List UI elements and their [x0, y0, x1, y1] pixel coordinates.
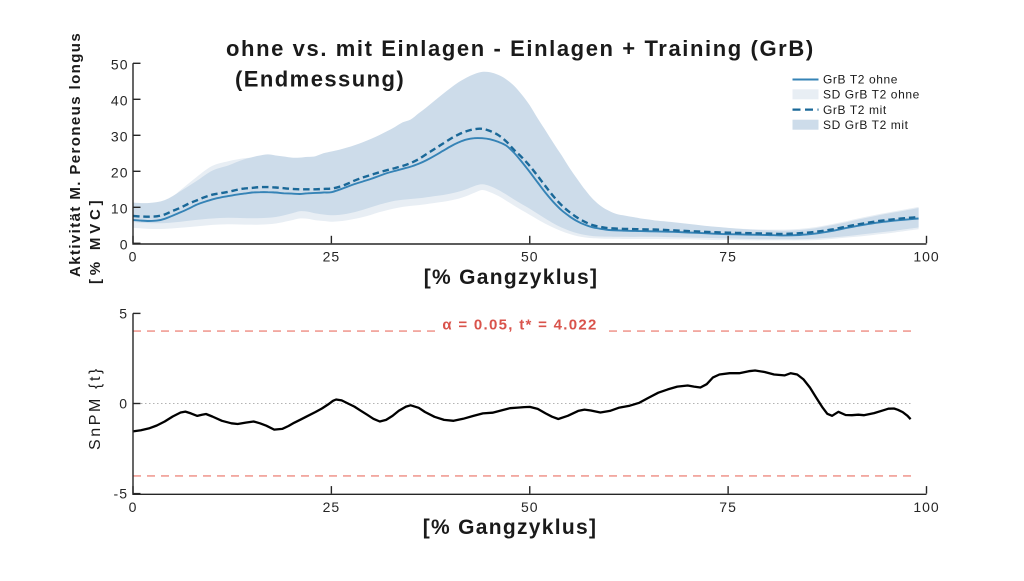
svg-text:SD GrB T2 ohne: SD GrB T2 ohne: [823, 88, 920, 102]
svg-text:25: 25: [323, 499, 341, 515]
svg-text:0: 0: [119, 396, 128, 412]
svg-text:50: 50: [521, 499, 539, 515]
svg-text:0: 0: [129, 249, 138, 265]
svg-text:ohne vs. mit Einlagen - Einlag: ohne vs. mit Einlagen - Einlagen + Train…: [226, 36, 815, 61]
svg-text:20: 20: [111, 164, 129, 180]
svg-text:SnPM {t}: SnPM {t}: [87, 366, 104, 450]
svg-text:10: 10: [111, 200, 129, 216]
svg-text:0: 0: [120, 236, 129, 252]
svg-text:50: 50: [111, 56, 129, 72]
svg-text:75: 75: [719, 249, 737, 265]
svg-text:GrB T2 ohne: GrB T2 ohne: [823, 73, 898, 87]
svg-text:5: 5: [119, 305, 128, 321]
svg-text:α = 0.05, t* = 4.022: α = 0.05, t* = 4.022: [442, 317, 597, 334]
svg-text:25: 25: [323, 249, 341, 265]
svg-text:SD GrB T2 mit: SD GrB T2 mit: [823, 118, 909, 132]
svg-text:[% Gangzyklus]: [% Gangzyklus]: [423, 516, 598, 539]
svg-text:0: 0: [129, 499, 138, 515]
svg-text:50: 50: [521, 249, 539, 265]
svg-text:100: 100: [913, 499, 939, 515]
svg-text:75: 75: [719, 499, 737, 515]
svg-text:[% Gangzyklus]: [% Gangzyklus]: [424, 266, 599, 289]
svg-text:[% MVC]: [% MVC]: [87, 197, 104, 284]
svg-text:Aktivität M. Peroneus longus: Aktivität M. Peroneus longus: [67, 32, 84, 277]
svg-text:(Endmessung): (Endmessung): [235, 66, 405, 91]
svg-text:GrB T2 mit: GrB T2 mit: [823, 103, 887, 117]
svg-text:30: 30: [111, 128, 129, 144]
svg-text:40: 40: [111, 92, 129, 108]
svg-text:100: 100: [913, 249, 939, 265]
svg-text:-5: -5: [114, 486, 128, 502]
